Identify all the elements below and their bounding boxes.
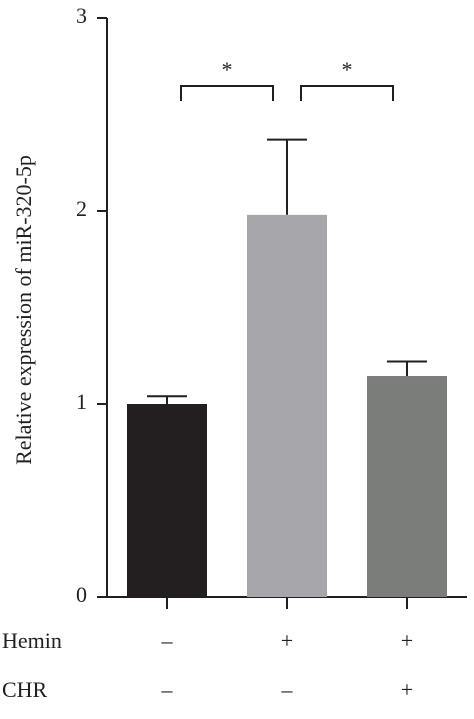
condition-value: + (281, 628, 293, 653)
condition-value: – (161, 628, 174, 653)
significance-mark: * (342, 57, 353, 82)
condition-value: – (281, 677, 294, 702)
bar (127, 404, 207, 597)
condition-value: + (401, 628, 413, 653)
significance-bracket (300, 85, 394, 101)
y-axis-label: Relative expression of miR-320-5p (11, 155, 36, 465)
condition-name: Hemin (2, 628, 62, 653)
y-tick-label: 3 (76, 3, 87, 28)
significance-bracket (180, 85, 274, 101)
condition-value: – (161, 677, 174, 702)
condition-value: + (401, 677, 413, 702)
y-tick-label: 2 (76, 196, 87, 221)
y-tick-label: 1 (76, 389, 87, 414)
significance-mark: * (222, 57, 233, 82)
condition-name: CHR (2, 677, 48, 702)
bar (367, 376, 447, 597)
y-tick-label: 0 (76, 582, 87, 607)
bar (247, 214, 327, 598)
